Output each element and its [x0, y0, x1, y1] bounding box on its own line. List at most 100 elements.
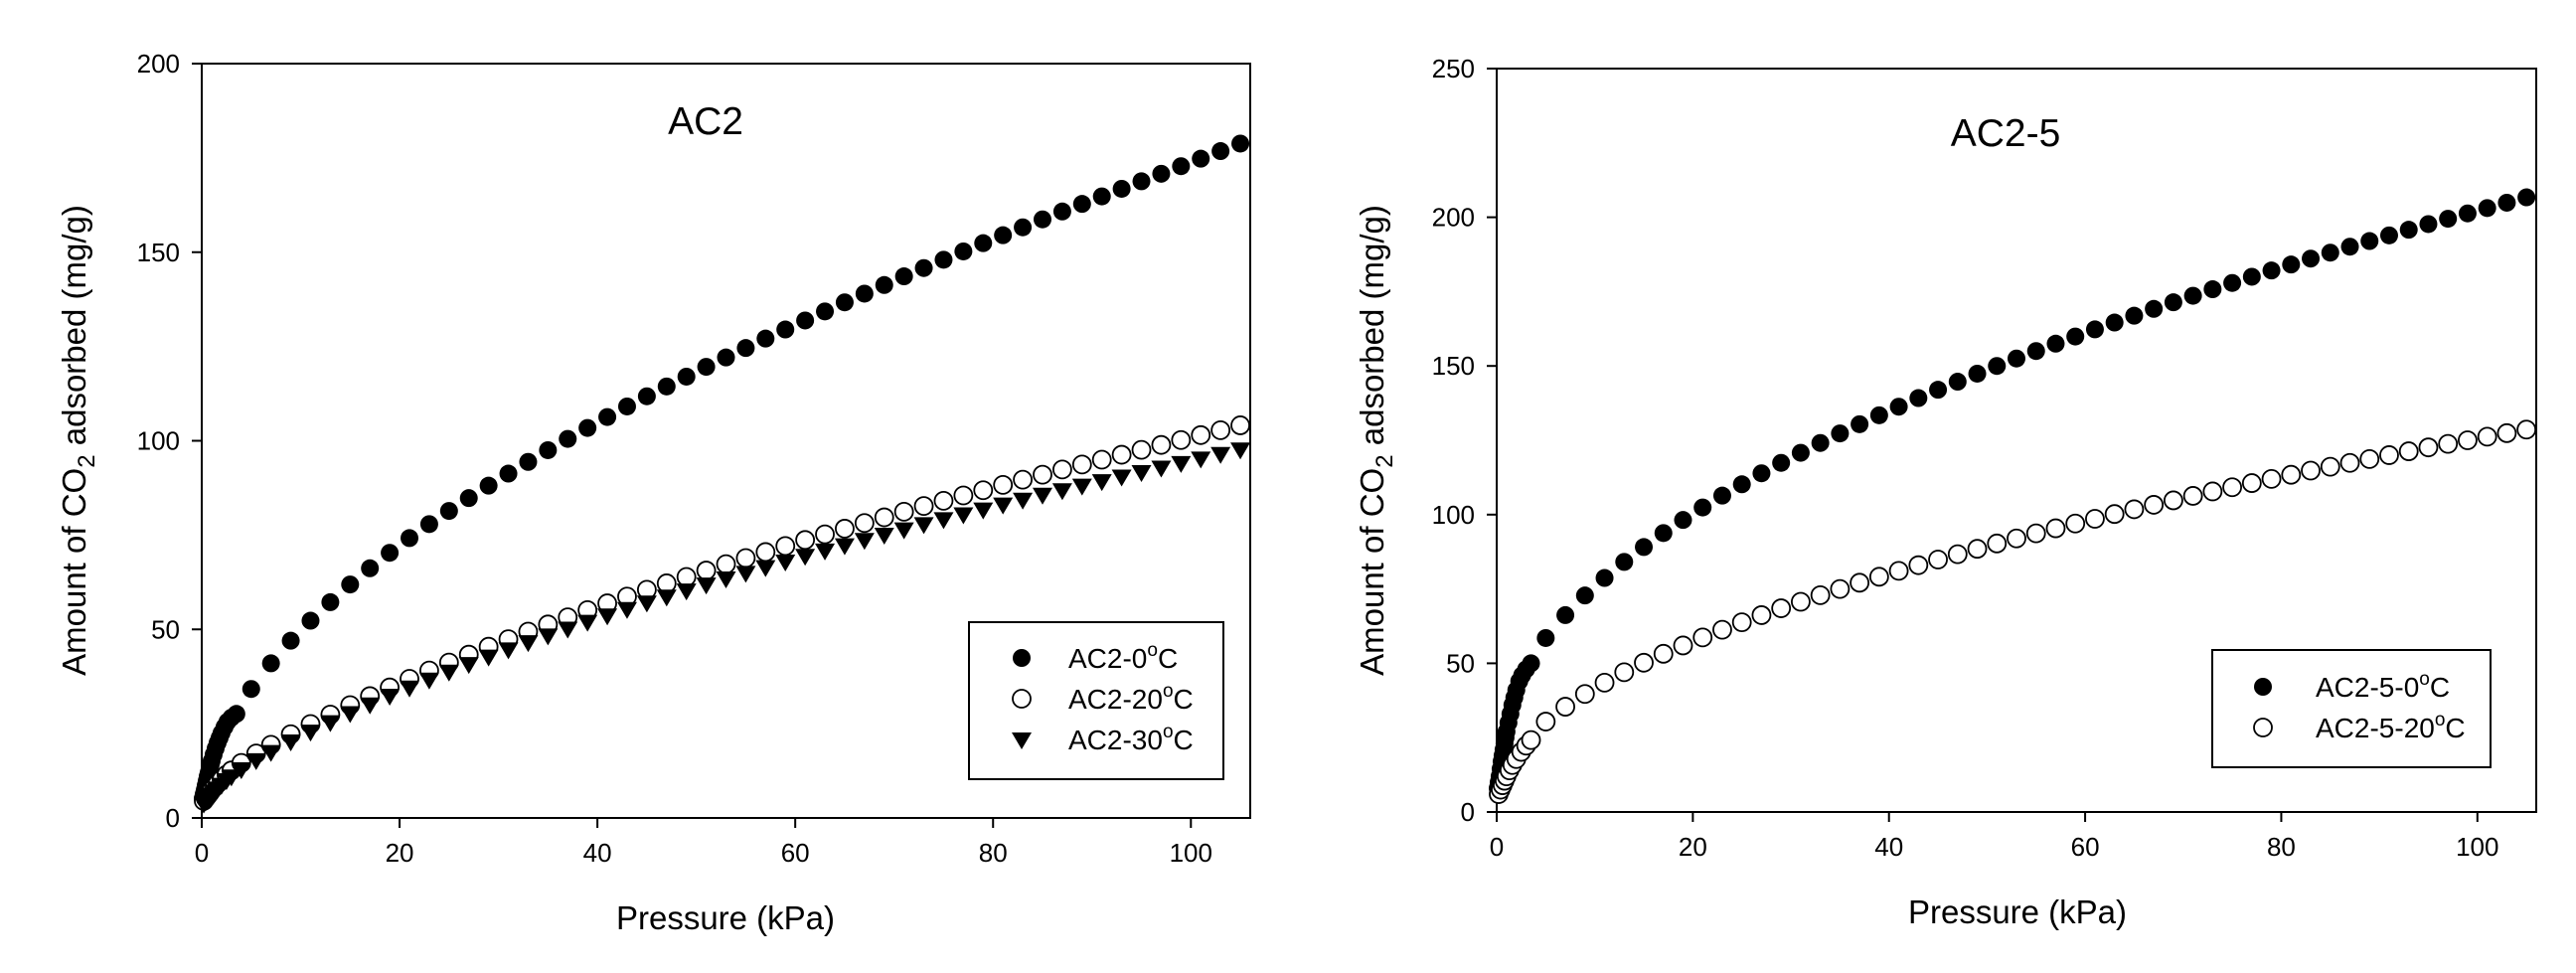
data-point	[1595, 568, 1614, 587]
data-point	[716, 571, 736, 589]
data-point	[796, 311, 815, 330]
data-point	[1072, 195, 1091, 214]
data-point	[1556, 605, 1575, 624]
data-point	[1772, 453, 1791, 472]
chart-title: AC2	[668, 100, 743, 143]
data-point	[2458, 430, 2478, 450]
legend-marker-filled-circle	[2254, 678, 2272, 696]
data-point	[854, 513, 875, 534]
axis-ticks: 0 20 40 60 80 100 0 50 100 150 200	[137, 49, 1212, 868]
x-tick-label: 0	[1490, 832, 1504, 862]
x-tick-label: 80	[979, 838, 1008, 868]
data-point	[598, 407, 617, 426]
data-point	[1594, 672, 1615, 693]
data-point	[735, 548, 756, 568]
data-point	[2104, 504, 2125, 525]
data-point	[1693, 498, 1712, 517]
data-point	[2203, 280, 2222, 299]
data-point	[1192, 149, 1210, 168]
data-point	[1210, 446, 1231, 464]
data-point	[1210, 419, 1231, 440]
data-point	[231, 762, 251, 780]
data-point	[696, 561, 717, 580]
data-point	[2320, 456, 2340, 477]
data-point	[1111, 444, 1132, 465]
data-point	[656, 589, 677, 607]
data-point	[340, 706, 361, 724]
y-tick-label: 250	[1432, 54, 1475, 83]
data-point	[1230, 415, 1250, 435]
legend-marker-filled-circle	[1013, 649, 1031, 667]
data-point	[1851, 414, 1869, 433]
data-point	[2517, 188, 2536, 207]
chart-title: AC2-5	[1951, 112, 2061, 155]
data-point	[2262, 261, 2281, 280]
data-point	[380, 689, 401, 707]
data-marks	[193, 134, 1251, 814]
data-point	[2340, 238, 2359, 256]
x-tick-label: 20	[386, 838, 414, 868]
data-point	[300, 725, 321, 742]
data-point	[459, 489, 478, 508]
data-point	[1091, 474, 1112, 492]
data-point	[874, 507, 894, 528]
data-point	[478, 649, 499, 667]
data-point	[2360, 232, 2379, 250]
data-point	[2478, 199, 2496, 218]
data-point	[697, 358, 716, 377]
data-point	[381, 544, 400, 563]
data-point	[260, 744, 281, 762]
data-point	[1908, 555, 1929, 575]
data-point	[1131, 439, 1152, 460]
data-point	[1535, 712, 1556, 731]
data-point	[538, 628, 559, 646]
data-point	[1868, 567, 1889, 587]
legend: AC2-5-0oC AC2-5-20oC	[2211, 649, 2492, 768]
data-point	[245, 752, 266, 770]
data-point	[2182, 486, 2203, 506]
data-point	[1111, 469, 1132, 487]
data-point	[1948, 373, 1967, 392]
data-point	[1810, 584, 1831, 605]
data-point	[321, 592, 340, 611]
data-point	[954, 242, 973, 260]
data-point	[775, 536, 796, 557]
x-tick-label: 100	[2456, 832, 2498, 862]
data-point	[1850, 572, 1870, 593]
x-tick-label: 20	[1679, 832, 1707, 862]
data-point	[2124, 499, 2145, 520]
data-point	[1614, 662, 1635, 683]
data-point	[775, 554, 796, 571]
y-tick-label: 100	[1432, 500, 1475, 530]
data-point	[716, 554, 736, 574]
data-point	[242, 680, 260, 699]
x-tick-label: 100	[1170, 838, 1212, 868]
data-point	[2321, 243, 2339, 262]
data-point	[1013, 492, 1034, 510]
y-tick-label: 100	[137, 426, 180, 456]
data-point	[2418, 437, 2439, 458]
data-point	[1928, 550, 1948, 569]
series-AC2-30	[193, 442, 1251, 814]
legend-label: AC2-20oC	[1068, 681, 1194, 715]
data-point	[756, 329, 775, 348]
data-point	[1811, 433, 1830, 452]
data-point	[934, 250, 953, 269]
data-point	[953, 507, 974, 525]
data-point	[1888, 561, 1909, 581]
x-axis-title: Pressure (kPa)	[1908, 893, 2127, 930]
data-point	[1830, 578, 1851, 599]
data-point	[2359, 448, 2380, 469]
data-point	[736, 339, 755, 358]
y-tick-label: 150	[137, 238, 180, 267]
data-point	[597, 608, 618, 626]
data-point	[438, 664, 459, 682]
data-point	[2202, 481, 2223, 502]
data-point	[676, 567, 697, 587]
data-point	[519, 452, 538, 471]
data-point	[227, 705, 245, 724]
data-point	[795, 530, 816, 551]
data-point	[1771, 598, 1792, 618]
legend-box	[968, 621, 1224, 780]
data-point	[717, 348, 735, 367]
